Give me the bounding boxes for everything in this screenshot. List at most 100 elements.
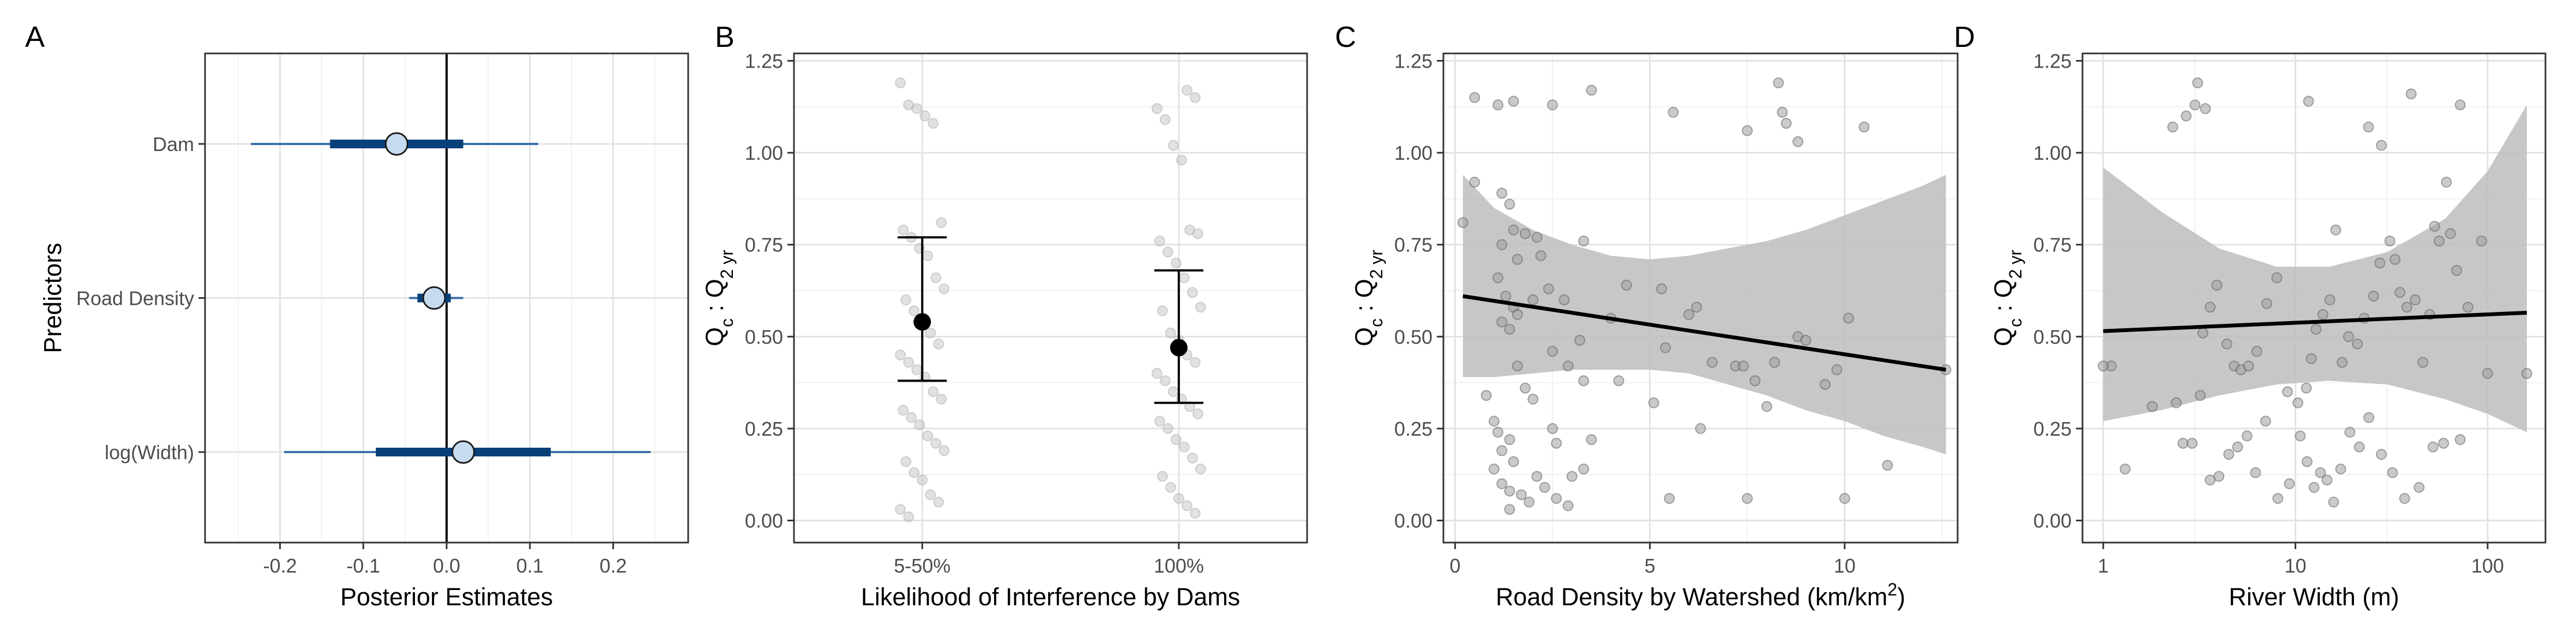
b-data-point [1170, 257, 1182, 269]
a-x-tick-label: 0.2 [599, 555, 627, 577]
d-data-point [2186, 437, 2198, 449]
c-data-point [1742, 125, 1753, 136]
c-data-point [1504, 485, 1515, 497]
c-data-point [1586, 85, 1597, 96]
panel-letter-b: B [715, 21, 735, 53]
d-y-tick-label: 0.00 [2033, 510, 2072, 532]
b-data-point [895, 350, 906, 361]
b-data-point [911, 103, 923, 115]
d-data-point [2427, 441, 2439, 453]
c-data-point [1535, 250, 1546, 261]
b-data-point [936, 393, 947, 405]
d-data-point [2098, 360, 2109, 372]
c-data-point [1769, 357, 1780, 368]
c-y-axis-title: Qc : Q2 yr [1350, 250, 1386, 346]
c-confidence-band [1462, 174, 1946, 455]
b-data-point [1181, 500, 1193, 511]
d-data-point [2390, 254, 2401, 265]
d-y-tick-label: 0.50 [2033, 326, 2072, 348]
d-data-point [2292, 397, 2303, 408]
c-data-point [1800, 335, 1811, 346]
c-y-tick-label: 0.75 [1394, 234, 1433, 256]
d-data-point [2405, 88, 2417, 100]
c-data-point [1492, 272, 1504, 284]
b-data-point [1173, 493, 1184, 504]
c-data-point [1469, 92, 1480, 103]
d-data-point [2368, 291, 2379, 302]
a-estimate-point [384, 132, 408, 156]
b-data-point [1192, 228, 1203, 239]
b-panel-border [793, 52, 1308, 544]
b-data-point [1159, 114, 1171, 125]
c-y-tick-label: 0.00 [1394, 510, 1433, 532]
c-data-point [1508, 95, 1519, 107]
a-panel-border [204, 52, 689, 544]
c-data-point [1792, 136, 1804, 147]
c-data-point [1480, 390, 1492, 401]
d-data-point [2213, 471, 2225, 482]
b-data-point [900, 294, 912, 305]
c-data-point [1839, 493, 1850, 504]
c-data-point [1496, 478, 1508, 490]
b-data-point [1181, 85, 1193, 96]
d-confidence-band [2103, 105, 2527, 432]
b-data-point [933, 496, 944, 508]
c-data-point [1512, 360, 1523, 372]
d-data-point [2171, 397, 2182, 408]
b-data-point [1162, 246, 1173, 258]
c-data-point [1547, 423, 1558, 434]
b-data-point [898, 224, 909, 236]
d-y-tick-label: 0.75 [2033, 234, 2072, 256]
panel-d: 0.00 0.25 0.50 0.75 1.00 1.25 1 10 100 Qc : Q2 yr… [1954, 21, 2547, 611]
c-data-point [1520, 228, 1531, 239]
d-data-point [2387, 467, 2398, 478]
b-y-tick-label: 1.25 [745, 50, 783, 72]
d-data-point [2284, 478, 2295, 490]
b-data-point [928, 386, 939, 398]
d-data-point [2272, 493, 2284, 504]
b-mean-point [913, 313, 931, 331]
d-data-point [2260, 416, 2271, 427]
c-data-point [1664, 493, 1675, 504]
c-data-point [1551, 493, 1562, 504]
c-data-point [1504, 504, 1515, 515]
b-data-point [930, 272, 942, 284]
b-data-point [922, 250, 934, 261]
d-data-point [2344, 426, 2356, 438]
b-y-tick-label: 0.25 [745, 418, 783, 440]
d-data-point [2243, 360, 2254, 372]
b-data-point [938, 445, 950, 456]
b-data-point [1151, 103, 1163, 115]
c-data-point [1504, 198, 1515, 210]
d-data-point [2476, 235, 2487, 246]
b-data-point [1176, 154, 1187, 166]
b-data-point [1151, 368, 1163, 379]
c-y-tick-label: 1.00 [1394, 142, 1433, 164]
b-data-point [1189, 357, 1201, 368]
a-estimate-point [422, 286, 446, 310]
d-panel-border [2081, 52, 2547, 544]
b-data-point [1184, 224, 1195, 236]
c-data-point [1488, 416, 1500, 427]
c-data-point [1749, 375, 1761, 387]
b-data-point [908, 467, 920, 478]
c-data-point [1508, 224, 1519, 236]
c-data-point [1504, 434, 1515, 446]
d-data-point [2374, 257, 2386, 269]
c-data-point [1492, 426, 1504, 438]
b-y-tick-label: 0.50 [745, 326, 783, 348]
a-x-tick-label: -0.1 [346, 555, 380, 577]
d-data-point [2306, 353, 2317, 364]
c-data-point [1512, 309, 1523, 320]
d-data-point [2401, 302, 2412, 313]
b-x-tick-label: 5-50% [894, 555, 950, 577]
panel-letter-a: A [25, 21, 45, 53]
c-data-point [1773, 77, 1784, 88]
panel-letter-c: C [1335, 21, 1356, 53]
d-data-point [2454, 434, 2466, 446]
d-x-tick-label: 10 [2284, 555, 2306, 577]
d-data-point [2521, 368, 2532, 379]
b-data-point [1184, 401, 1195, 412]
a-x-tick-label: -0.2 [263, 555, 297, 577]
b-data-point [895, 77, 906, 88]
